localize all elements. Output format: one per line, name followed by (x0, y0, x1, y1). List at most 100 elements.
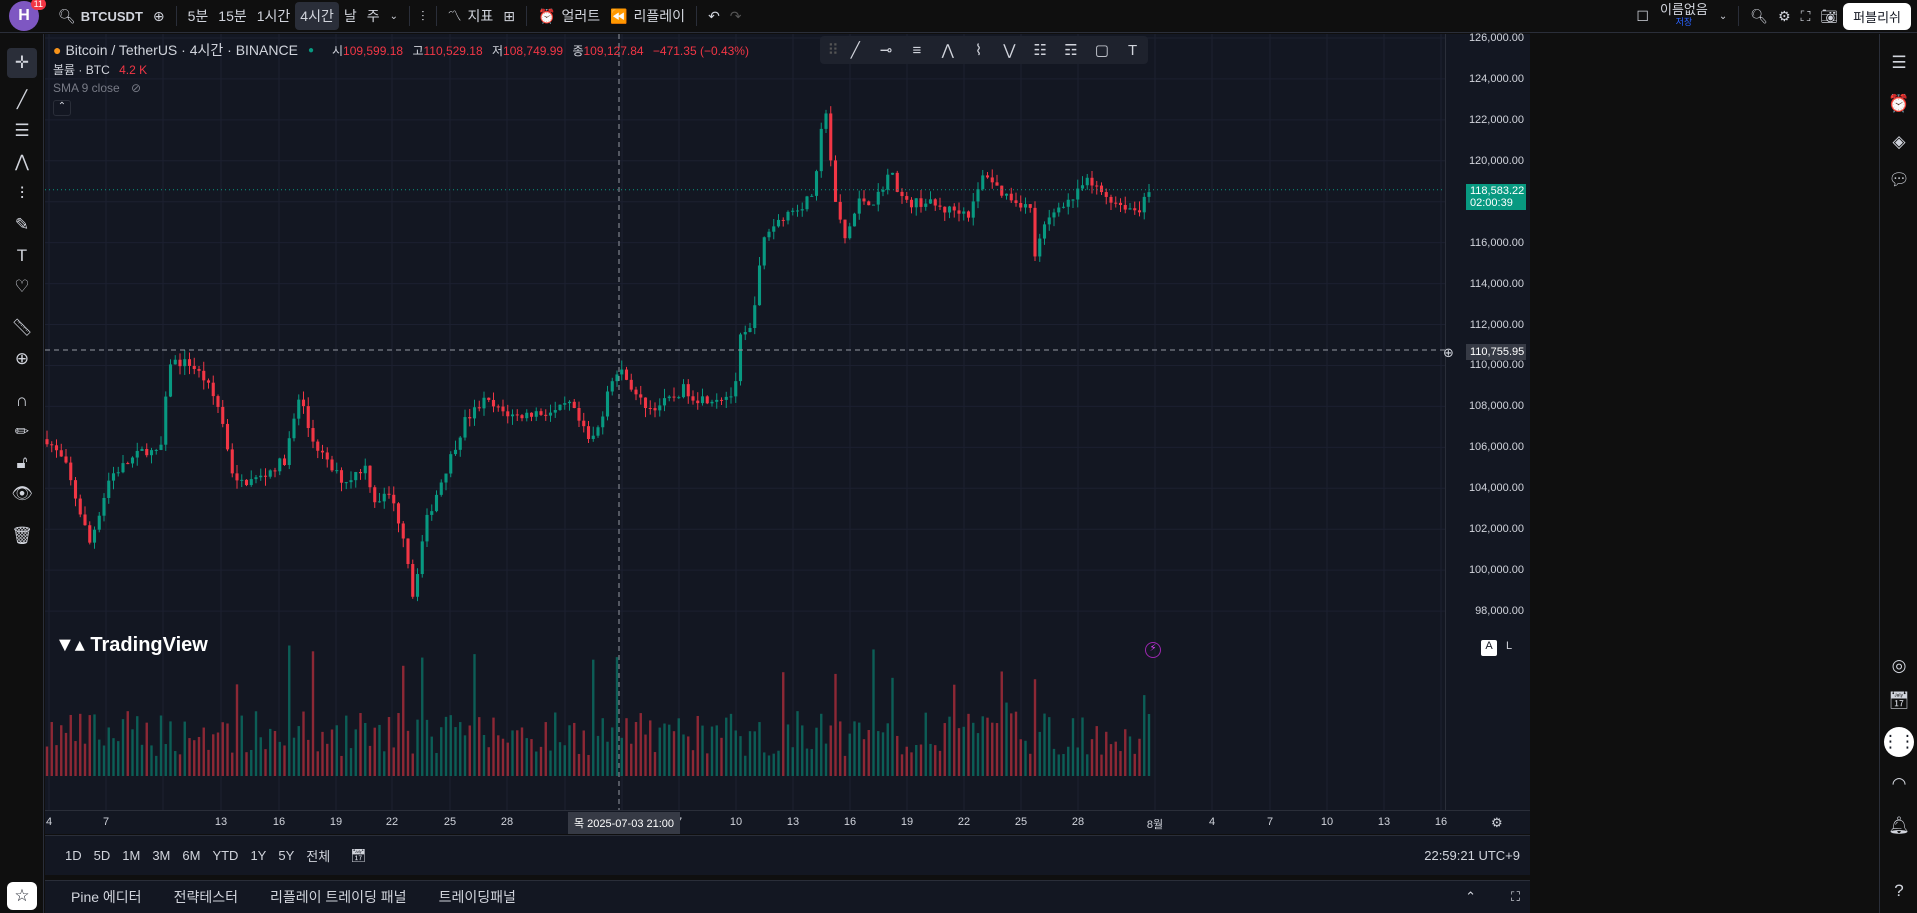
interval-1d[interactable]: 날 (343, 8, 357, 24)
zoom-tool[interactable]: ⊕ (7, 344, 37, 374)
parallel-channel-icon[interactable]: ≡ (912, 41, 922, 59)
interval-15m[interactable]: 15분 (218, 8, 247, 24)
volume-bar (482, 734, 486, 776)
range-all[interactable]: 전체 (306, 849, 331, 864)
tab-pine-editor[interactable]: Pine 에디터 (71, 889, 142, 905)
measure-tool[interactable]: 📏︎ (7, 313, 37, 343)
text-icon[interactable]: T (1128, 41, 1138, 59)
brush-tool[interactable]: ✎ (7, 210, 37, 240)
short-position-icon[interactable]: ☶ (1064, 42, 1078, 59)
tab-strategy-tester[interactable]: 전략테스터 (173, 889, 238, 905)
symbol-search-button[interactable]: 🔍︎ BTCUSDT (53, 2, 148, 30)
alerts-button[interactable]: ⏰ (1884, 89, 1914, 119)
calendar-button[interactable]: 📅︎ (1884, 686, 1914, 716)
replay-button[interactable]: ⏪ 리플레이 (605, 2, 690, 30)
log-scale-button[interactable]: L (1505, 640, 1513, 652)
settings-button[interactable]: ⚙ (1773, 2, 1796, 30)
range-5y[interactable]: 5Y (278, 848, 295, 863)
layout-toggle[interactable]: ☐ (1631, 2, 1654, 30)
time-axis[interactable]: 471316192225287101316192225288월47101316 (45, 810, 1530, 834)
long-position-icon[interactable]: ☷ (1033, 42, 1047, 59)
range-1y[interactable]: 1Y (250, 848, 267, 863)
trendline-tool[interactable]: ╱ (7, 85, 37, 115)
hide-tool[interactable]: 👁︎ (7, 479, 37, 509)
help-button[interactable]: ? (1884, 876, 1914, 906)
xabcd-pattern-icon[interactable]: ⋀ (941, 42, 954, 59)
goto-date-button[interactable]: 📅︎ (350, 848, 367, 864)
range-5d[interactable]: 5D (93, 848, 111, 863)
price-axis[interactable]: 126,000.00 124,000.00 122,000.00 120,000.00… (1445, 32, 1530, 810)
trendline-icon[interactable]: ╱ (850, 42, 860, 59)
rectangle-icon[interactable]: ▢ (1094, 42, 1109, 59)
interval-1h[interactable]: 1시간 (256, 8, 291, 24)
range-6m[interactable]: 6M (182, 848, 201, 863)
candle-body (748, 328, 752, 333)
interval-1w[interactable]: 주 (366, 8, 380, 24)
add-alert-plus-icon[interactable]: ⊕ (1443, 345, 1454, 360)
horizontal-ray-icon[interactable]: ⊸ (879, 42, 893, 59)
favorites-button[interactable]: ☆ (7, 882, 37, 910)
snapshot-button[interactable]: 📷︎ (1815, 2, 1843, 30)
time-axis-settings[interactable]: ⚙ (1491, 815, 1503, 831)
crosshair-tool[interactable]: ✛ (7, 48, 37, 78)
lock-tool[interactable]: 🔓︎ (7, 448, 37, 478)
tab-replay-trading[interactable]: 리플레이 트레이딩 패널 (269, 889, 407, 905)
compare-symbol-button[interactable]: ⊕ (148, 2, 170, 30)
range-1d[interactable]: 1D (65, 848, 82, 863)
fib-tool[interactable]: ☰ (7, 116, 37, 146)
maximize-panel-button[interactable]: ⛶ (1511, 889, 1520, 905)
tab-trading-panel[interactable]: 트레이딩패널 (438, 889, 516, 905)
collapse-legend-button[interactable]: ⌃ (53, 100, 71, 116)
ideas-button[interactable]: ◎ (1884, 651, 1914, 681)
volume-bar (1033, 679, 1037, 776)
price-plot[interactable] (45, 34, 1445, 810)
flash-event-icon[interactable]: ⚡ (1145, 642, 1161, 658)
volume-bar (50, 722, 53, 776)
drag-handle-icon[interactable]: ⠿ (827, 42, 839, 59)
icon-tool[interactable]: ♡ (7, 272, 37, 302)
auto-scale-button[interactable]: A (1481, 640, 1497, 656)
chart-pane[interactable]: ● Bitcoin / TetherUS · 4시간 · BINANCE ● 시… (45, 32, 1530, 834)
alert-button[interactable]: ⏰ 얼러트 (533, 2, 605, 30)
layout-menu[interactable]: ⌄ (1714, 2, 1732, 30)
volume-legend[interactable]: 볼륨 · BTC 4.2 K (53, 61, 147, 78)
chevron-up-icon: ⌃ (1465, 889, 1476, 904)
forecast-tool[interactable]: ⫶ (7, 179, 37, 209)
indicators-button[interactable]: 〽 지표 (443, 2, 499, 30)
chart-type-button[interactable]: ⫶ (416, 2, 430, 30)
elliott-wave-icon[interactable]: ⌇ (974, 42, 983, 59)
interval-dropdown[interactable]: ⌄ (385, 2, 403, 30)
abcd-pattern-icon[interactable]: ⋁ (1003, 42, 1016, 59)
chat-button[interactable]: 💬︎ (1884, 165, 1914, 195)
layout-save-button[interactable]: 이름없음 저장 (1654, 3, 1714, 28)
range-3m[interactable]: 3M (152, 848, 171, 863)
notifications-button[interactable]: 🔔︎ (1884, 811, 1914, 841)
delete-tool[interactable]: 🗑︎ (7, 521, 37, 551)
collapse-panel-button[interactable]: ⌃ (1465, 889, 1476, 905)
publish-button[interactable]: 퍼블리쉬 (1843, 2, 1911, 30)
undo-button[interactable]: ↶ (703, 2, 725, 30)
watchlist-button[interactable]: ☰ (1884, 48, 1914, 78)
volume-bar (796, 711, 799, 776)
fullscreen-button[interactable]: ⛶ (1796, 2, 1816, 30)
chevron-up-icon: ⌃ (57, 101, 67, 112)
redo-button[interactable]: ↷ (725, 2, 747, 30)
range-1m[interactable]: 1M (122, 848, 141, 863)
candle-body (553, 409, 557, 413)
range-ytd[interactable]: YTD (212, 848, 239, 863)
clock[interactable]: 22:59:21 UTC+9 (1424, 848, 1520, 863)
templates-button[interactable]: ⊞ (498, 2, 520, 30)
signals-button[interactable]: ◠ (1884, 769, 1914, 799)
interval-5m[interactable]: 5분 (187, 8, 209, 24)
user-avatar[interactable]: H 11 (9, 0, 46, 31)
pattern-tool[interactable]: ⋀ (7, 147, 37, 177)
object-tree-button[interactable]: ◈ (1884, 127, 1914, 157)
products-button[interactable]: ⋮⋮ (1882, 727, 1916, 757)
interval-4h[interactable]: 4시간 (295, 2, 339, 30)
sma-legend[interactable]: SMA 9 close ⊘ (53, 81, 141, 95)
magnet-tool[interactable]: ∩ (7, 386, 37, 416)
lock-drawings-tool[interactable]: ✏ (7, 417, 37, 447)
quick-search-button[interactable]: 🔍︎ (1745, 2, 1773, 30)
chevron-down-icon: ⌄ (1718, 10, 1728, 22)
text-tool[interactable]: T (7, 241, 37, 271)
